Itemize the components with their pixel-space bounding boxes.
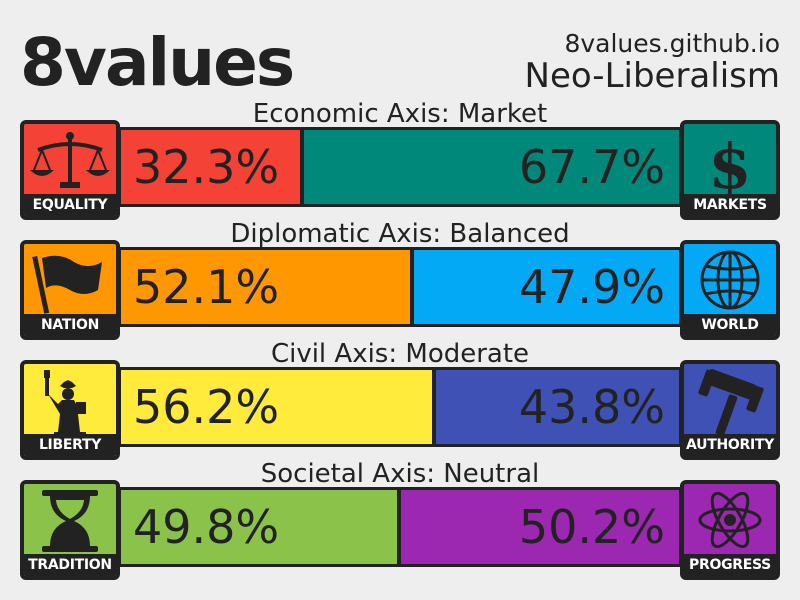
world-segment: 47.9% xyxy=(414,250,679,324)
flag-icon xyxy=(32,255,102,314)
hourglass-icon xyxy=(42,490,98,552)
app-logo: 8values xyxy=(20,24,295,101)
societal-axis-bar: 49.8% 50.2% xyxy=(118,487,682,567)
tradition-icon-box: TRADITION xyxy=(20,480,120,580)
tradition-segment: 49.8% xyxy=(121,490,397,564)
nation-segment: 52.1% xyxy=(121,250,410,324)
nation-percent: 52.1% xyxy=(133,260,280,314)
authority-percent: 43.8% xyxy=(518,380,665,434)
equality-caption: EQUALITY xyxy=(24,194,116,216)
progress-icon-box: PROGRESS xyxy=(680,480,780,580)
progress-percent: 50.2% xyxy=(518,500,665,554)
diplomatic-axis-bar: 52.1% 47.9% xyxy=(118,247,682,327)
markets-caption: MARKETS xyxy=(684,194,776,216)
economic-axis-label: Economic Axis: Market xyxy=(252,99,548,129)
societal-axis-label: Societal Axis: Neutral xyxy=(260,459,540,489)
ideology-result: Neo-Liberalism xyxy=(524,56,780,96)
nation-icon-box: NATION xyxy=(20,240,120,340)
scales-icon xyxy=(30,132,110,188)
equality-segment: 32.3% xyxy=(121,130,300,204)
nation-caption: NATION xyxy=(24,314,116,336)
tradition-percent: 49.8% xyxy=(133,500,280,554)
world-icon-box: WORLD xyxy=(680,240,780,340)
authority-segment: 43.8% xyxy=(436,370,679,444)
gavel-icon xyxy=(698,369,764,436)
economic-axis-bar: 32.3% 67.7% xyxy=(118,127,682,207)
authority-icon-box: AUTHORITY xyxy=(680,360,780,460)
liberty-caption: LIBERTY xyxy=(24,434,116,456)
liberty-icon-box: LIBERTY xyxy=(20,360,120,460)
authority-caption: AUTHORITY xyxy=(684,434,776,456)
civil-axis-label: Civil Axis: Moderate xyxy=(270,339,530,369)
progress-segment: 50.2% xyxy=(401,490,679,564)
progress-caption: PROGRESS xyxy=(684,554,776,576)
markets-segment: 67.7% xyxy=(304,130,679,204)
svg-text:$: $ xyxy=(708,130,751,203)
tradition-caption: TRADITION xyxy=(24,554,116,576)
equality-percent: 32.3% xyxy=(133,140,280,194)
dollar-icon: $ xyxy=(708,130,751,203)
civil-axis-bar: 56.2% 43.8% xyxy=(118,367,682,447)
liberty-percent: 56.2% xyxy=(133,380,280,434)
globe-icon xyxy=(700,250,760,310)
diplomatic-axis-label: Diplomatic Axis: Balanced xyxy=(230,219,570,249)
world-percent: 47.9% xyxy=(518,260,665,314)
markets-percent: 67.7% xyxy=(518,140,665,194)
markets-icon-box: $ MARKETS xyxy=(680,120,780,220)
atom-icon xyxy=(698,491,762,549)
equality-icon-box: EQUALITY xyxy=(20,120,120,220)
site-url[interactable]: 8values.github.io xyxy=(564,29,780,58)
liberty-segment: 56.2% xyxy=(121,370,432,444)
world-caption: WORLD xyxy=(684,314,776,336)
